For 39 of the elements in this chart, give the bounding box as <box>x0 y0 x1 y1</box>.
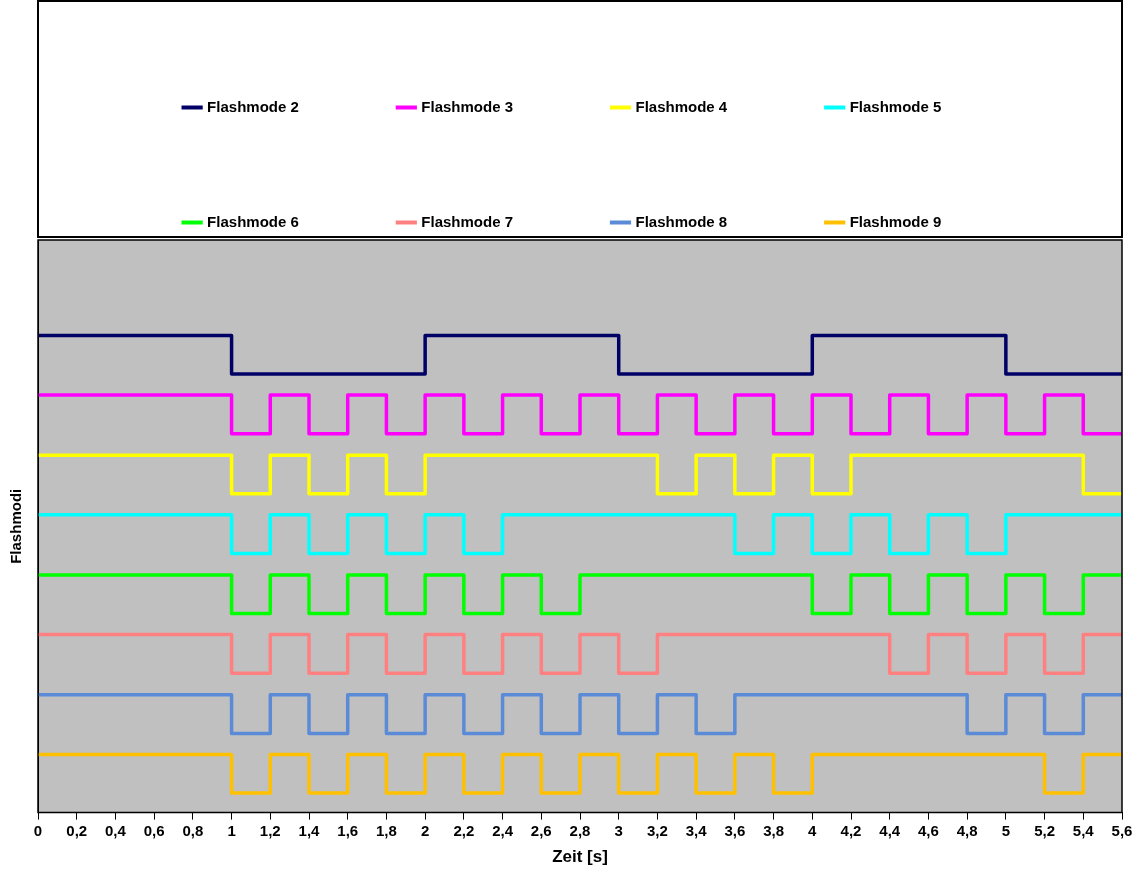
x-tick-label: 5,4 <box>1072 821 1095 839</box>
x-tick-label: 5,6 <box>1111 821 1133 839</box>
x-tick-label: 3,6 <box>724 821 746 839</box>
x-tick-label: 0,2 <box>66 821 88 839</box>
x-tick-label: 2,8 <box>569 821 591 839</box>
x-tick-label: 0,8 <box>182 821 204 839</box>
x-tick-label: 1,4 <box>298 821 321 839</box>
x-tick-label: 3,2 <box>647 821 668 839</box>
x-tick-label: 2,4 <box>492 821 514 839</box>
x-tick-label: 1,6 <box>337 821 359 839</box>
x-tick-label: 0,6 <box>143 821 165 839</box>
x-tick-label: 5 <box>1001 821 1011 839</box>
legend-label: Flashmode 8 <box>635 212 728 230</box>
x-tick-label: 1 <box>227 821 236 839</box>
x-tick-label: 2,6 <box>530 821 552 839</box>
legend-label: Flashmode 5 <box>849 97 942 115</box>
x-tick-label: 3,8 <box>763 821 784 839</box>
legend-label: Flashmode 3 <box>421 97 514 115</box>
x-tick-label: 4,2 <box>840 821 862 839</box>
x-tick-label: 2,2 <box>453 821 475 839</box>
legend-label: Flashmode 4 <box>635 97 728 115</box>
legend-label: Flashmode 7 <box>421 212 514 230</box>
x-tick-label: 4,4 <box>879 821 901 839</box>
x-tick-label: 4 <box>808 821 818 839</box>
legend-label: Flashmode 9 <box>849 212 942 230</box>
x-tick-label: 2 <box>420 821 430 839</box>
legend-label: Flashmode 2 <box>207 97 299 115</box>
x-tick-label: 0 <box>33 821 43 839</box>
x-tick-label: 0,4 <box>105 821 127 839</box>
x-axis-title: Zeit [s] <box>552 847 608 867</box>
x-tick-label: 1,8 <box>376 821 397 839</box>
legend-label: Flashmode 6 <box>207 212 299 230</box>
x-tick-label: 5,2 <box>1034 821 1055 839</box>
x-tick-label: 4,6 <box>918 821 939 839</box>
x-tick-label: 3 <box>614 821 623 839</box>
x-tick-label: 1,2 <box>259 821 281 839</box>
y-axis-title: Flashmodi <box>7 488 25 564</box>
x-tick-label: 4,8 <box>956 821 978 839</box>
x-tick-label: 3,4 <box>685 821 708 839</box>
